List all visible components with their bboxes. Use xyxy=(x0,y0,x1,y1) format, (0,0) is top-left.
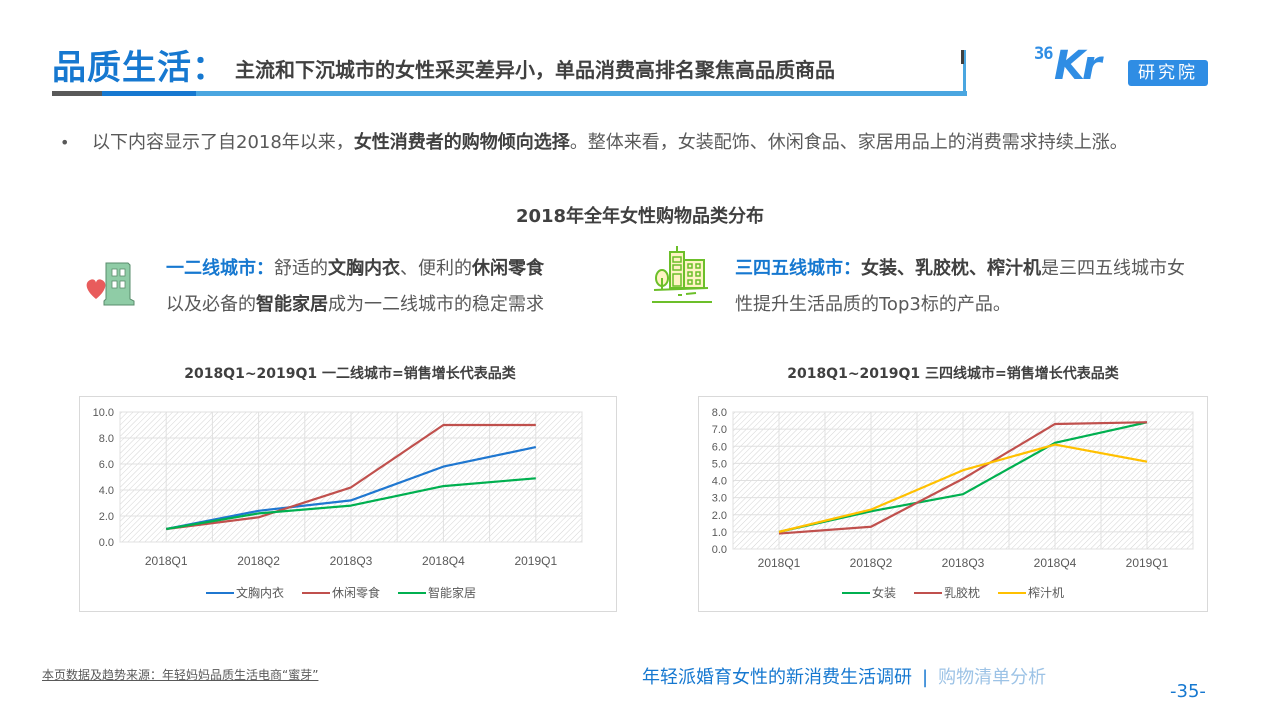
report-section: 购物清单分析 xyxy=(938,667,1047,688)
svg-text:2018Q1: 2018Q1 xyxy=(758,556,801,570)
tier12-label: 一二线城市： xyxy=(166,258,274,279)
intro-text: 以下内容显示了自2018年以来，女性消费者的购物倾向选择。整体来看，女装配饰、休… xyxy=(92,132,1128,153)
title-divider xyxy=(963,50,966,96)
data-source-note: 本页数据及趋势来源：年轻妈妈品质生活电商“蜜芽” xyxy=(42,668,319,682)
legend-label: 休闲零食 xyxy=(332,586,381,600)
svg-text:10.0: 10.0 xyxy=(93,407,114,419)
legend-label: 女装 xyxy=(872,586,897,600)
svg-text:2019Q1: 2019Q1 xyxy=(1126,556,1169,570)
svg-text:7.0: 7.0 xyxy=(712,424,727,436)
page-title: 品质生活： 主流和下沉城市的女性采买差异小，单品消费高排名聚焦高品质商品 xyxy=(52,40,835,90)
bullet-dot: • xyxy=(60,133,70,152)
legend-swatch-icon xyxy=(914,591,943,594)
title-subtitle: 主流和下沉城市的女性采买差异小，单品消费高排名聚焦高品质商品 xyxy=(235,58,835,82)
legend-label: 榨汁机 xyxy=(1028,586,1065,600)
brand-logo: 36 Kr 研究院 xyxy=(1034,42,1214,92)
svg-text:0.0: 0.0 xyxy=(99,537,114,549)
logo-brand: Kr xyxy=(1054,43,1102,89)
report-footer: 年轻派婚育女性的新消费生活调研 | 购物清单分析 xyxy=(642,663,1046,689)
logo-badge: 研究院 xyxy=(1128,60,1208,86)
page-number: -35- xyxy=(1170,681,1206,702)
legend-item: 智能家居 xyxy=(398,584,476,601)
legend-item: 榨汁机 xyxy=(998,584,1064,601)
chart-left-plot: 0.0 2.0 4.0 6.0 8.0 10.0 2018Q1 2018Q2 2018Q3 201… xyxy=(93,407,583,568)
svg-text:6.0: 6.0 xyxy=(99,459,114,471)
city-buildings-tree-icon xyxy=(650,242,714,306)
intro-bullet: • 以下内容显示了自2018年以来，女性消费者的购物倾向选择。整体来看，女装配饰… xyxy=(60,124,1200,161)
chart-right-plot: 0.0 1.0 2.0 3.0 4.0 5.0 6.0 7.0 8.0 2018Q1 2018Q2 2… xyxy=(712,407,1194,570)
legend-swatch-icon xyxy=(842,591,870,594)
svg-text:5.0: 5.0 xyxy=(712,458,727,470)
report-title: 年轻派婚育女性的新消费生活调研 xyxy=(642,667,912,688)
legend-label: 乳胶枕 xyxy=(944,586,981,600)
svg-text:2018Q2: 2018Q2 xyxy=(237,554,280,568)
svg-text:4.0: 4.0 xyxy=(99,485,114,497)
legend-item: 女装 xyxy=(842,584,896,601)
legend-swatch-icon xyxy=(206,591,234,594)
legend-item: 文胸内衣 xyxy=(206,584,284,601)
svg-text:1.0: 1.0 xyxy=(712,527,727,539)
chart-right-title: 2018Q1~2019Q1 三四线城市=销售增长代表品类 xyxy=(787,366,1119,382)
tier12-city-description: 一二线城市：舒适的文胸内衣、便利的休闲零食 以及必备的智能家居成为一二线城市的稳… xyxy=(166,258,544,315)
footer-separator: | xyxy=(922,667,929,688)
svg-text:2.0: 2.0 xyxy=(99,511,114,523)
svg-text:2018Q3: 2018Q3 xyxy=(942,556,985,570)
legend-item: 乳胶枕 xyxy=(914,584,980,601)
chart-right-tier345-sales-growth: 0.0 1.0 2.0 3.0 4.0 5.0 6.0 7.0 8.0 2018Q1 2018Q2 2… xyxy=(698,396,1208,612)
svg-text:2.0: 2.0 xyxy=(712,510,727,522)
logo-number: 36 xyxy=(1034,44,1054,64)
svg-text:2018Q1: 2018Q1 xyxy=(145,554,188,568)
building-heart-icon xyxy=(84,255,140,311)
svg-text:8.0: 8.0 xyxy=(99,433,114,445)
legend-swatch-icon xyxy=(998,591,1027,594)
legend-label: 智能家居 xyxy=(428,586,477,600)
svg-text:2018Q4: 2018Q4 xyxy=(1034,556,1077,570)
svg-text:2018Q2: 2018Q2 xyxy=(850,556,893,570)
legend-item: 休闲零食 xyxy=(302,584,380,601)
title-main: 品质生活： xyxy=(52,48,227,88)
title-underline xyxy=(52,91,967,96)
chart-right-legend: 女装 乳胶枕 榨汁机 xyxy=(842,584,1064,601)
svg-text:2018Q4: 2018Q4 xyxy=(422,554,465,568)
svg-text:2018Q3: 2018Q3 xyxy=(330,554,373,568)
chart-left-title: 2018Q1~2019Q1 一二线城市=销售增长代表品类 xyxy=(184,366,516,382)
legend-label: 文胸内衣 xyxy=(236,586,285,600)
chart-left-legend: 文胸内衣 休闲零食 智能家居 xyxy=(206,584,476,601)
section-title: 2018年全年女性购物品类分布 xyxy=(515,206,765,227)
title-divider-accent xyxy=(961,50,964,64)
chart-left-tier12-sales-growth: 0.0 2.0 4.0 6.0 8.0 10.0 2018Q1 2018Q2 2018Q3 201… xyxy=(79,396,617,612)
svg-text:6.0: 6.0 xyxy=(712,441,727,453)
legend-swatch-icon xyxy=(398,591,427,594)
svg-text:3.0: 3.0 xyxy=(712,493,727,505)
svg-text:0.0: 0.0 xyxy=(712,544,727,556)
legend-swatch-icon xyxy=(302,591,331,594)
svg-text:2019Q1: 2019Q1 xyxy=(514,554,557,568)
svg-text:4.0: 4.0 xyxy=(712,476,727,488)
tier345-city-description: 三四五线城市：女装、乳胶枕、榨汁机是三四五线城市女性提升生活品质的Top3标的产… xyxy=(735,258,1185,315)
svg-text:8.0: 8.0 xyxy=(712,407,727,419)
tier345-label: 三四五线城市： xyxy=(735,258,861,279)
